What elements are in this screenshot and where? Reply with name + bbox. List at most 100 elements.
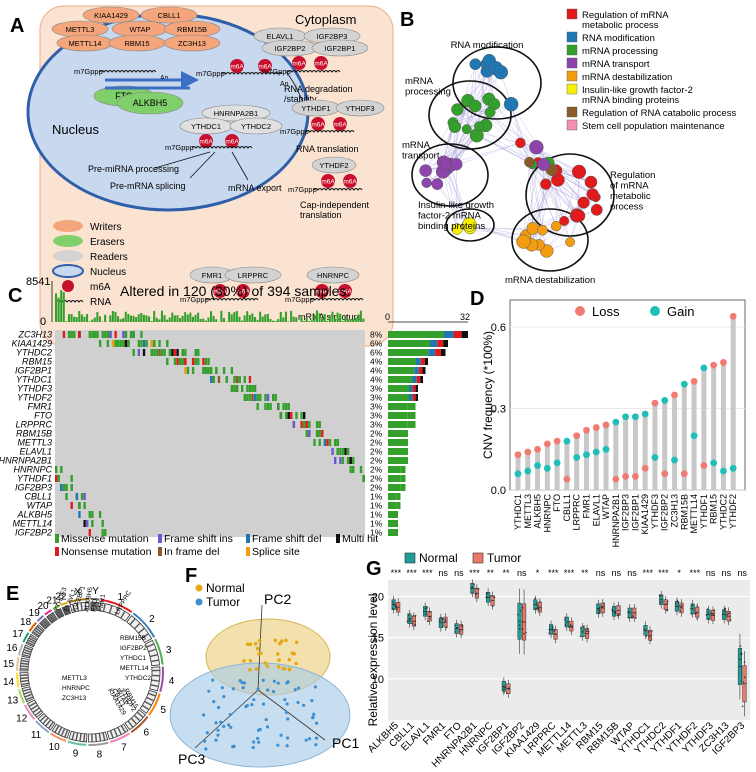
mutation-cell — [101, 529, 104, 536]
reader-hnrnpc-shape — [306, 266, 360, 284]
gene-label-alkbh5: ALKBH5 — [16, 510, 53, 520]
reader-ythdf2-shape — [311, 156, 357, 174]
gene-percent-rbm15: 4% — [370, 357, 383, 367]
go-legend-0-label-line: Regulation of mRNA — [582, 10, 669, 21]
chromosome-band — [22, 651, 31, 656]
mutation-cell — [266, 394, 270, 401]
network-node — [462, 217, 477, 232]
outlier-ythdf3 — [706, 608, 709, 610]
mutation-cell — [62, 484, 66, 491]
m6a-cyto-4: m6A — [333, 122, 347, 129]
chromosome-color-ring — [23, 704, 36, 721]
outlier-lrpprc — [548, 629, 551, 631]
go-legend-4-label-line: mRNA destabilization — [582, 72, 672, 83]
pca-point-normal — [242, 659, 246, 663]
outlier-igf2bp3 — [741, 705, 744, 708]
outlier-igf2bp2 — [517, 613, 519, 616]
mutation-cell — [204, 358, 208, 365]
tmb-bar — [277, 319, 280, 322]
mutation-cell — [215, 367, 218, 374]
outlier-zc3h13 — [727, 613, 729, 615]
tmb-bar — [292, 316, 295, 322]
chromosome-band — [32, 630, 40, 637]
chromosome-band — [45, 719, 52, 727]
pc1-label: PC1 — [332, 735, 359, 751]
cnv-bar-ythdc2 — [720, 362, 726, 490]
mutation-cell — [274, 394, 277, 401]
chromosome-band — [48, 614, 55, 623]
outlier-alkbh5 — [395, 605, 398, 607]
mutation-cell — [114, 331, 117, 338]
tmb-bar — [220, 310, 223, 322]
cluster-outline — [445, 208, 495, 242]
mutation-cell — [57, 475, 60, 482]
pca-point-tumor — [207, 689, 211, 693]
network-node — [529, 140, 544, 155]
gene-label-cbll1: CBLL1 — [24, 492, 52, 502]
cnv-loss-point-kiaa1429 — [641, 464, 649, 472]
tmb-bar — [179, 318, 182, 322]
gene-percent-igf2bp1: 4% — [370, 366, 383, 376]
pca-point-tumor — [286, 717, 290, 721]
gene-bar-ythdc1 — [388, 376, 413, 383]
cnv-xtick-igf2bp2: IGF2BP2 — [660, 494, 670, 531]
pca-point-normal — [277, 658, 281, 662]
tmb-bar — [184, 312, 187, 322]
gene-bar-segment — [422, 367, 426, 374]
circos-gene-alkbh5: ALKBH5 — [83, 586, 94, 612]
sig-rbm15: ns — [596, 568, 606, 578]
tmb-bar — [321, 318, 324, 322]
gene-percent-alkbh5: 1% — [370, 510, 383, 520]
tmb-bar — [83, 316, 86, 322]
sig-mettl14: *** — [564, 568, 575, 578]
pca-point-tumor — [307, 737, 312, 741]
cnv-gain-point-hnrnpc — [543, 464, 551, 472]
tmb-bar — [117, 316, 120, 322]
network-node — [493, 65, 509, 80]
outlier-ythdc1 — [645, 629, 648, 632]
chromosome-band — [57, 726, 63, 735]
cluster-label-5-line: of mRNA — [610, 180, 649, 191]
chromosome-band — [29, 635, 38, 641]
outlier-hnrnpc — [486, 596, 489, 599]
tmb-bar — [75, 317, 78, 322]
outlier-igf2bp2 — [521, 607, 524, 609]
mutation-cell — [264, 394, 267, 401]
cnv-loss-point-rbm15 — [710, 361, 718, 369]
outlier-zc3h13 — [724, 610, 726, 613]
outlier-ythdc1 — [645, 635, 648, 637]
pc3-axis — [194, 689, 259, 749]
network-node — [431, 178, 444, 190]
tmb-bar — [80, 314, 83, 322]
cluster-label-2-line: transport — [402, 150, 440, 161]
circos-gene-connector — [85, 609, 89, 613]
mutation-cell — [78, 502, 81, 509]
gene-percent-fto: 3% — [370, 411, 383, 421]
reader-ythdc2-shape — [229, 117, 283, 135]
gene-label-hnrnpa2b1: HNRNPA2B1 — [0, 456, 52, 466]
mutation-cell — [96, 331, 99, 338]
chromosome-band — [43, 618, 50, 626]
tmb-bar — [158, 319, 161, 322]
network-edge — [445, 164, 471, 229]
cnv-gain-point-alkbh5 — [534, 462, 541, 469]
tmb-bar — [137, 314, 140, 322]
pca-point-tumor — [297, 686, 301, 690]
arrow-splicing — [189, 151, 216, 179]
gene-label-ythdf1: YTHDF1 — [17, 474, 52, 484]
chromosome-band — [22, 688, 31, 692]
tmb-bar — [246, 311, 249, 322]
tmb-bar — [62, 292, 65, 322]
pca-point-tumor — [212, 699, 216, 704]
outlier-fto — [461, 628, 464, 631]
gene-bar-mettl3 — [388, 439, 402, 446]
m6a-cyto-3-shape — [311, 117, 325, 131]
network-edge — [532, 164, 543, 231]
outlier-cbll1 — [412, 614, 415, 617]
mutation-cell — [303, 421, 306, 428]
chromosome-label-18: 18 — [20, 617, 32, 628]
cnv-xtick-igf2bp1: IGF2BP1 — [630, 494, 640, 531]
outlier-cbll1 — [414, 623, 416, 626]
tmb-bar — [334, 318, 337, 322]
